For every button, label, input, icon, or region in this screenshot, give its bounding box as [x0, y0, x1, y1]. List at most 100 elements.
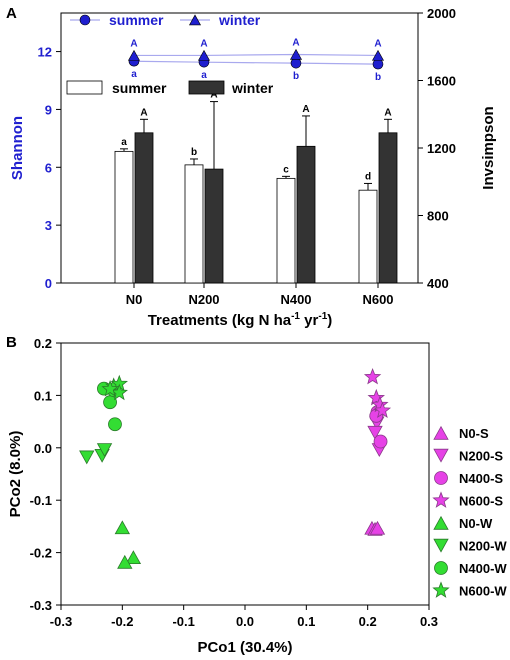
legend-marker-N400-W	[434, 561, 448, 575]
point-N600-W	[101, 379, 119, 397]
line-point-winter	[371, 49, 385, 61]
x-axis-tick-label: N0	[126, 292, 143, 307]
legend-marker-N200-W	[433, 538, 449, 553]
y-axis-tick-label: 0.2	[34, 336, 52, 351]
panel-b-x-axis-title: PCo1 (30.4%)	[197, 639, 292, 656]
bar-winter	[134, 132, 154, 284]
panel-b: B -0.3 -0.2 -0.1 0.0 0.1 0.2 0.3 -0.3 -0.2 -0.1 0.…	[6, 334, 507, 656]
bar-significance-letter: a	[121, 137, 127, 148]
bar-summer	[358, 189, 378, 284]
legend-marker-N600-S	[432, 491, 450, 508]
right-axis-tick-label: 400	[427, 276, 449, 291]
legend-marker-summer	[79, 14, 91, 26]
legend-swatch-summer	[66, 80, 103, 95]
bar-winter	[204, 168, 224, 284]
legend-label-N0-S: N0-S	[459, 426, 489, 441]
right-axis-tick-label: 1200	[427, 141, 456, 156]
panel-a-ticks: 0 3 6 9 12 400 800 1200 1600 2000 N0 N200 N400 N600	[38, 6, 456, 307]
panel-a-legends: summer winter summer winter	[66, 12, 274, 96]
x-axis-tick-label: N200	[188, 292, 219, 307]
legend-marker-N0-S	[433, 425, 449, 440]
left-axis-tick-label: 9	[45, 102, 52, 117]
legend-label-N400-W: N400-W	[459, 561, 507, 576]
legend-marker-N0-W	[433, 515, 449, 530]
x-axis-tick-label: N600	[362, 292, 393, 307]
y-axis-tick-label: -0.1	[30, 493, 52, 508]
bar-winter	[296, 145, 316, 284]
point-N200-S	[367, 425, 383, 440]
panel-b-y-axis-title: PCo2 (8.0%)	[7, 431, 24, 518]
left-axis-tick-label: 6	[45, 160, 52, 175]
left-axis-tick-label: 3	[45, 218, 52, 233]
line-summer	[133, 60, 379, 65]
panel-b-points	[79, 367, 392, 569]
y-axis-tick-label: -0.3	[30, 598, 52, 613]
legend-marker-winter	[188, 14, 202, 26]
legend-label-winter: winter	[231, 80, 274, 96]
x-axis-tick-label: N400	[280, 292, 311, 307]
y-axis-tick-label: 0.0	[34, 441, 52, 456]
bar-significance-letter: A	[210, 90, 217, 101]
line-point-winter	[289, 48, 303, 60]
point-N0-S	[369, 520, 386, 535]
line-significance-letter: b	[293, 71, 299, 82]
point-N200-W	[79, 450, 95, 465]
line-point-winter	[197, 49, 211, 61]
x-axis-tick-label: 0.2	[359, 614, 377, 629]
panel-b-label: B	[6, 334, 17, 351]
bar-significance-letter: A	[384, 107, 391, 118]
panel-b-ticks: -0.3 -0.2 -0.1 0.0 0.1 0.2 0.3 -0.3 -0.2 -0.1 0.0 0…	[30, 336, 438, 629]
legend-marker-N600-W	[432, 581, 450, 598]
point-N200-W	[96, 443, 113, 458]
legend-label-summer: summer	[109, 12, 164, 28]
panel-a-label: A	[6, 5, 17, 22]
point-N400-W	[108, 417, 122, 432]
point-N600-S	[363, 367, 382, 385]
y-axis-tick-label: -0.2	[30, 546, 52, 561]
panel-a-x-axis-title: Treatments (kg N ha-1 yr-1)	[148, 311, 333, 329]
legend-label-N200-W: N200-W	[459, 539, 507, 554]
left-axis-tick-label: 0	[45, 276, 52, 291]
legend-label-N200-S: N200-S	[459, 449, 503, 464]
legend-label-winter: winter	[218, 12, 261, 28]
bar-winter	[378, 132, 398, 284]
point-N0-W	[125, 550, 142, 565]
legend-label-N0-W: N0-W	[459, 516, 493, 531]
right-axis-tick-label: 2000	[427, 6, 456, 21]
line-significance-letter: a	[131, 69, 137, 80]
bar-summer	[184, 164, 204, 284]
line-significance-letter: A	[200, 38, 207, 49]
bar-significance-letter: c	[283, 164, 289, 175]
point-N400-S	[373, 434, 388, 449]
left-axis-tick-label: 12	[38, 45, 52, 60]
x-axis-tick-label: 0.3	[420, 614, 438, 629]
x-axis-tick-label: 0.0	[236, 614, 254, 629]
bar-significance-letter: A	[140, 107, 147, 118]
panel-a-lines: a a b b A A A A	[127, 37, 385, 83]
right-axis-tick-label: 1600	[427, 74, 456, 89]
bar-summer	[276, 177, 296, 284]
panel-a-right-axis-title: Invsimpson	[480, 106, 497, 189]
line-significance-letter: A	[374, 38, 381, 49]
line-winter	[134, 53, 379, 57]
x-axis-tick-label: 0.1	[297, 614, 315, 629]
legend-label-N600-W: N600-W	[459, 584, 507, 599]
bar-significance-letter: A	[302, 104, 309, 115]
legend-swatch-winter	[188, 80, 225, 95]
line-significance-letter: b	[375, 72, 381, 83]
panel-a: A 0 3 6 9 12 400 800 1200 1600 2000 N0 N200 N400 N600…	[6, 5, 497, 329]
point-N0-W	[117, 554, 133, 569]
bar-significance-letter: d	[365, 171, 371, 182]
panel-a-bars: a b c d A A A A	[114, 90, 398, 284]
legend-label-N400-S: N400-S	[459, 471, 503, 486]
legend-label-N600-S: N600-S	[459, 494, 503, 509]
panel-b-legend: N0-S N200-S N400-S N600-S N0-W N200-W N400-W N6…	[432, 425, 507, 599]
line-significance-letter: A	[292, 37, 299, 48]
legend-marker-N400-S	[434, 471, 448, 485]
right-axis-tick-label: 800	[427, 209, 449, 224]
x-axis-tick-label: -0.1	[172, 614, 194, 629]
line-significance-letter: A	[130, 38, 137, 49]
y-axis-tick-label: 0.1	[34, 388, 52, 403]
line-point-winter	[127, 49, 141, 61]
legend-marker-N200-S	[433, 448, 449, 463]
